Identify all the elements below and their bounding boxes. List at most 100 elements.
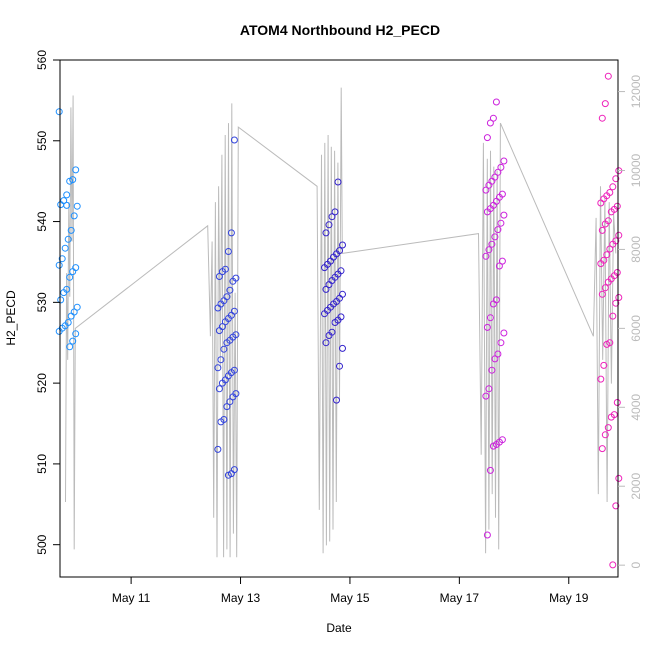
data-point xyxy=(495,262,503,270)
data-point xyxy=(64,235,72,243)
data-point xyxy=(609,312,617,320)
y2-tick-label: 8000 xyxy=(629,236,643,263)
data-point xyxy=(70,212,78,220)
plot-frame xyxy=(59,59,619,578)
data-point xyxy=(601,284,609,292)
data-point xyxy=(498,257,506,265)
data-point xyxy=(339,344,346,352)
data-point xyxy=(67,226,75,234)
data-point xyxy=(612,175,620,183)
data-point xyxy=(598,445,606,453)
chart-title: ATOM4 Northbound H2_PECD xyxy=(240,22,440,38)
y-tick-label: 500 xyxy=(35,534,49,554)
data-point xyxy=(500,211,508,219)
data-point xyxy=(60,289,68,297)
data-point xyxy=(486,466,494,474)
data-point xyxy=(336,362,343,370)
data-point xyxy=(224,471,232,479)
data-point xyxy=(73,202,81,210)
data-point xyxy=(230,136,238,144)
data-point xyxy=(609,561,617,569)
y2-tick-label: 6000 xyxy=(629,315,643,342)
y2-tick-label: 0 xyxy=(629,562,643,569)
data-point xyxy=(598,226,606,234)
y-axis-right: 0 2000 4000 6000 8000 10000 12000 xyxy=(618,75,643,569)
data-point xyxy=(598,114,606,122)
y2-tick-label: 2000 xyxy=(629,473,643,500)
x-tick-label: May 19 xyxy=(549,591,589,605)
data-point xyxy=(321,310,328,318)
data-point xyxy=(485,385,493,393)
data-point xyxy=(603,340,611,348)
data-point xyxy=(494,350,502,358)
y-tick-label: 540 xyxy=(35,211,49,231)
data-point xyxy=(492,98,500,106)
data-point xyxy=(488,240,496,248)
data-point xyxy=(227,229,235,237)
data-point xyxy=(226,286,234,294)
data-point xyxy=(615,294,623,301)
data-point xyxy=(486,119,494,127)
y-tick-label: 560 xyxy=(35,50,49,70)
data-point xyxy=(497,219,505,227)
x-tick-label: May 13 xyxy=(221,591,261,605)
data-point xyxy=(607,208,615,216)
data-point xyxy=(485,246,493,254)
x-axis: May 11 May 13 May 15 May 17 May 19 xyxy=(112,577,589,605)
data-point xyxy=(325,221,333,229)
data-point xyxy=(57,201,65,209)
data-point xyxy=(491,233,499,241)
data-point xyxy=(63,191,71,199)
data-point xyxy=(609,183,617,191)
data-point xyxy=(606,245,614,253)
data-point xyxy=(214,364,222,372)
data-point xyxy=(607,413,615,421)
data-point xyxy=(220,345,228,353)
data-point xyxy=(66,343,74,351)
data-point xyxy=(218,379,226,387)
data-point xyxy=(615,474,623,482)
data-point xyxy=(223,403,231,411)
data-point xyxy=(331,319,339,326)
data-point xyxy=(66,273,74,281)
data-point xyxy=(613,399,621,406)
data-point xyxy=(483,531,491,539)
y2-tick-label: 12000 xyxy=(629,75,643,109)
data-point xyxy=(483,323,491,331)
data-point xyxy=(600,361,608,369)
data-point xyxy=(66,177,74,185)
data-point xyxy=(229,277,237,285)
data-point xyxy=(482,252,490,260)
y2-tick-label: 4000 xyxy=(629,394,643,421)
data-point xyxy=(57,296,65,304)
data-point xyxy=(322,285,330,293)
y2-tick-label: 10000 xyxy=(629,153,643,187)
data-point xyxy=(217,418,225,426)
y-tick-label: 550 xyxy=(35,130,49,150)
data-point xyxy=(322,229,330,237)
y-axis-label: H2_PECD xyxy=(4,290,18,346)
secondary-line xyxy=(65,87,617,558)
data-point xyxy=(325,332,333,339)
data-point xyxy=(334,178,342,186)
data-point xyxy=(597,260,605,268)
data-point xyxy=(215,385,223,393)
data-point xyxy=(69,268,77,276)
data-point xyxy=(485,181,493,189)
data-point xyxy=(333,396,340,404)
data-point xyxy=(215,327,223,335)
data-points xyxy=(55,72,623,569)
secondary-series-line xyxy=(65,87,617,558)
data-point xyxy=(214,445,222,453)
y-tick-label: 510 xyxy=(35,454,49,474)
data-point xyxy=(497,339,505,347)
y-axis: 500 510 520 530 540 550 560 xyxy=(35,50,60,555)
data-point xyxy=(597,199,605,207)
data-point xyxy=(63,201,71,209)
data-point xyxy=(321,264,328,272)
data-point xyxy=(494,226,502,234)
data-point xyxy=(226,398,234,406)
data-point xyxy=(604,424,612,432)
data-point xyxy=(612,299,620,307)
